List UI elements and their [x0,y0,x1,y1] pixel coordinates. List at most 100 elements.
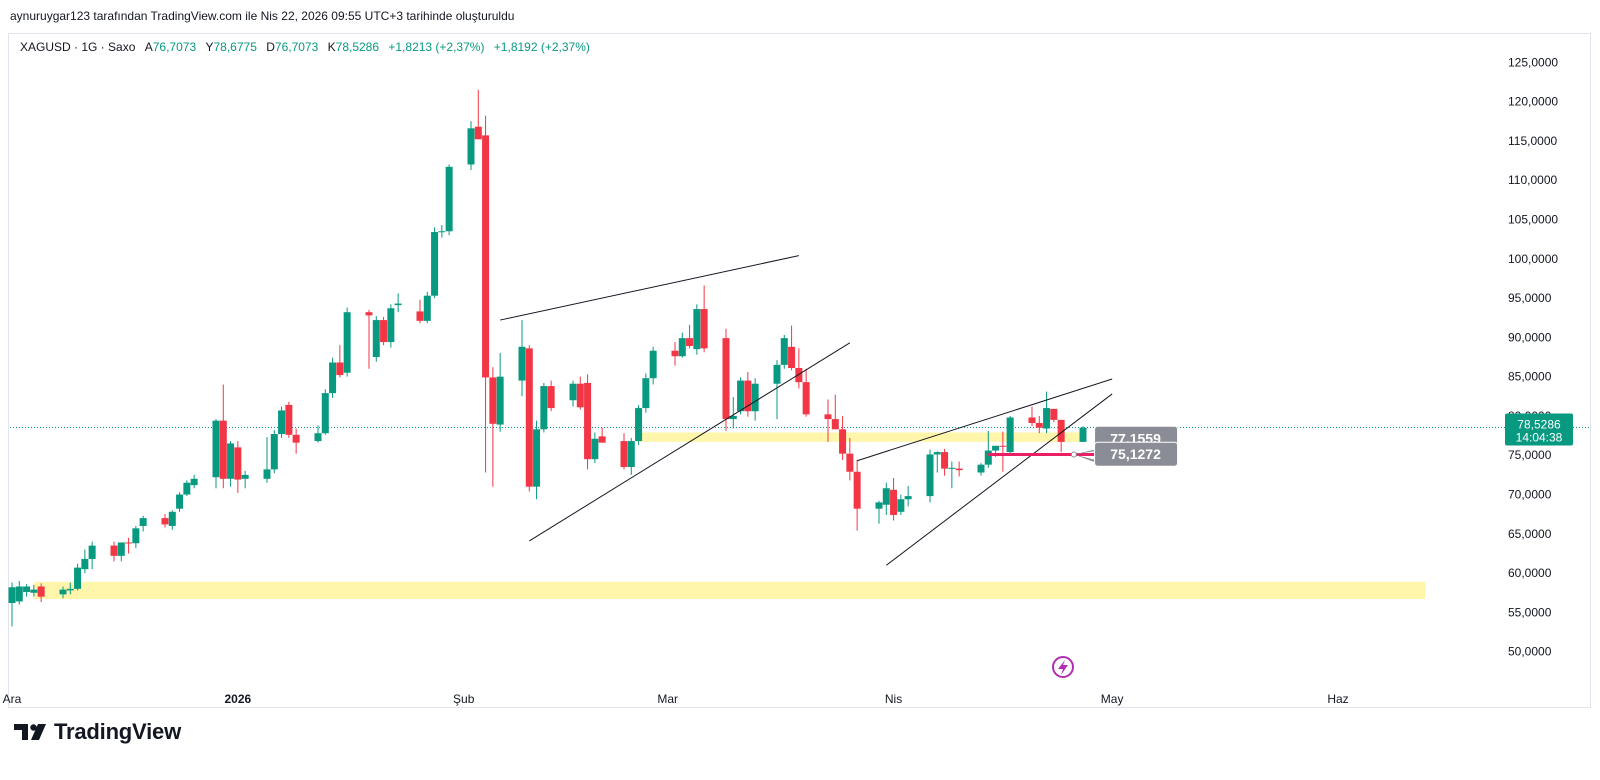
candle-body [904,496,912,500]
candle-body [8,587,16,603]
legend-change-1: +1,8213 (+2,37%) [388,40,485,54]
candle-body [365,312,373,316]
candle-body [773,364,781,384]
candle-body [467,128,475,165]
candle-body [37,586,45,597]
y-axis-tick-label: 60,0000 [1508,566,1552,580]
candle-body [110,545,118,556]
candle-body [576,383,584,408]
candle-body [88,545,96,559]
legend-low-label: D [266,40,275,54]
candle-body [15,586,23,602]
trendline [500,255,799,321]
last-price-tag [1505,413,1573,446]
trendline [529,342,851,542]
candle-body [380,320,388,343]
candle-body [241,474,249,479]
candle-body [292,434,300,443]
candle-body [518,346,526,381]
candle-body [1050,408,1058,420]
candle-body [66,588,74,591]
chart-credit-text: aynuruygar123 tarafından TradingView.com… [10,9,515,23]
candle-body [30,589,38,593]
candle-body [984,450,992,465]
bar-countdown: 14:04:38 [1516,431,1563,445]
candle-body [671,350,679,357]
legend-symbol: XAGUSD · 1G · Saxo [20,40,136,54]
candle-body [445,166,453,232]
x-axis-tick-label: Ara [3,692,22,706]
candle-body [941,452,949,469]
candle-body [678,338,686,357]
tradingview-logo-icon [14,724,46,740]
x-axis-tick-label: 2026 [225,692,252,706]
candle-body [482,135,490,378]
y-axis-tick-label: 90,0000 [1508,330,1552,344]
y-axis-tick-label: 125,0000 [1508,55,1558,69]
y-axis-tick-label: 110,0000 [1508,173,1557,187]
candle-body [525,348,533,487]
candle-body [139,518,147,526]
candle-body [635,408,643,442]
symbol-legend: XAGUSD · 1G · Saxo A76,7073 Y78,6775 D76… [20,40,590,54]
candle-body [125,542,133,544]
candle-body [620,441,628,468]
candle-body [234,447,242,480]
candle-body [875,502,883,509]
candle-body [1028,417,1036,424]
candle-body [416,311,424,321]
candle-body [780,338,788,365]
candle-body [1006,417,1014,453]
callout-box [1094,441,1179,467]
candle-body [219,420,227,479]
y-axis-tick-label: 95,0000 [1508,291,1552,305]
tradingview-logo-text: TradingView [54,719,181,744]
candle-body [642,378,650,409]
candle-body [438,231,446,233]
candle-body [23,586,31,592]
y-axis-tick-label: 50,0000 [1508,645,1552,659]
x-axis-tick-label: Nis [885,692,902,706]
candle-body [744,380,752,412]
support-zone [33,581,1426,600]
callout-anchor [1070,451,1077,458]
legend-high: 78,6775 [213,40,257,54]
candle-body [992,445,1000,451]
x-axis-tick-label: May [1101,692,1124,706]
y-axis: 50,0000 55,0000 60,0000 65,0000 70,0000 75,00… [1508,55,1558,658]
candle-body [584,382,592,460]
candle-body [627,441,635,468]
candle-body [474,126,482,140]
candle-body [853,471,861,509]
legend-close-label: K [327,40,336,54]
candle-body [977,464,985,473]
event-bolt-icon[interactable] [1052,656,1074,678]
candle-body [496,376,504,425]
candle-body [882,488,890,505]
candle-body [372,320,380,357]
trendline [856,378,1113,462]
tradingview-logo[interactable]: TradingView [12,719,181,745]
candle-body [802,382,810,415]
candle-body [117,542,125,556]
legend-change-2: +1,8192 (+2,37%) [493,40,590,54]
y-axis-tick-label: 100,0000 [1508,252,1558,266]
last-price-value: 78,5286 [1517,418,1561,432]
candles-layer [8,89,1087,627]
candle-body [212,420,220,478]
candle-body [74,567,82,589]
candle-body [729,415,737,420]
candle-body [423,295,431,321]
y-axis-tick-label: 75,0000 [1508,448,1552,462]
candle-body [190,478,198,486]
candle-body [540,386,548,430]
y-axis-tick-label: 115,0000 [1508,134,1557,148]
candle-body [569,383,577,401]
legend-low: 76,7073 [274,40,319,54]
candle-body [751,383,759,412]
candle-body [926,454,934,497]
candle-body [897,499,905,512]
candle-body [270,434,278,470]
